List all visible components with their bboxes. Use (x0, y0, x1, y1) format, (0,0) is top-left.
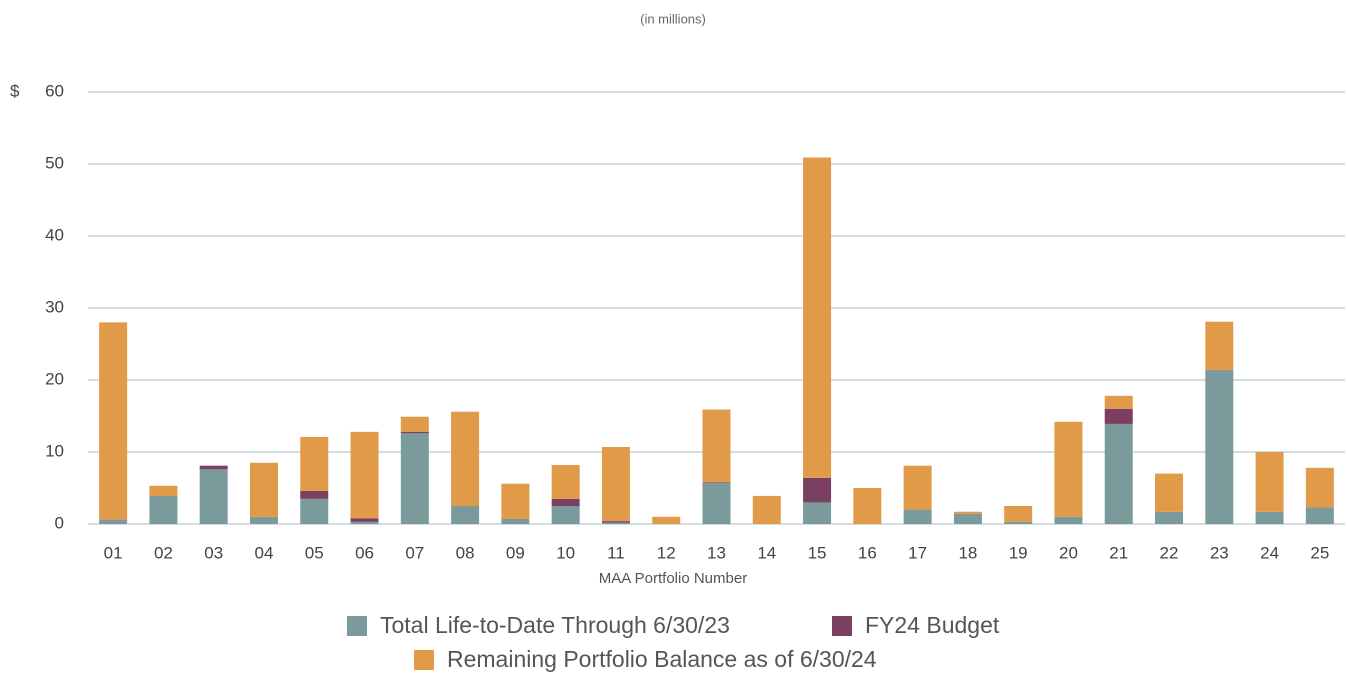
x-tick-label: 02 (154, 543, 173, 562)
x-tick-label: 06 (355, 543, 374, 562)
x-tick-label: 05 (305, 543, 324, 562)
bar-segment (1155, 511, 1184, 524)
bar-segment (400, 433, 429, 524)
x-tick-label: 13 (707, 543, 726, 562)
bar-segment (249, 462, 278, 517)
legend-label: Remaining Portfolio Balance as of 6/30/2… (447, 646, 877, 672)
x-tick-label: 15 (808, 543, 827, 562)
bar-segment (702, 482, 731, 483)
bar-segment (300, 490, 329, 499)
bar-segment (199, 469, 228, 524)
bar-segment (752, 495, 781, 524)
bar-segment (803, 477, 832, 503)
bar-segment (400, 431, 429, 434)
x-tick-label: 23 (1210, 543, 1229, 562)
x-tick-label: 12 (657, 543, 676, 562)
bar-segment (903, 509, 932, 524)
bar-segment (99, 322, 128, 520)
bar-segment (1104, 408, 1133, 424)
x-tick-label: 04 (255, 543, 274, 562)
bar-segment (1305, 507, 1334, 524)
bar-segment (601, 522, 630, 524)
bar-segment (953, 513, 982, 524)
bar-segment (551, 498, 580, 506)
bar-segment (803, 157, 832, 478)
bar-segment (551, 464, 580, 499)
bar-segment (1205, 369, 1234, 524)
legend-swatch (414, 650, 434, 670)
bar-segment (1155, 473, 1184, 512)
x-tick-label: 11 (607, 543, 625, 562)
bar-segment (350, 521, 379, 524)
y-tick-label: 30 (45, 297, 64, 316)
y-tick-label: 10 (45, 441, 64, 460)
bar-segment (300, 436, 329, 491)
bar-segment (903, 465, 932, 510)
bar-segment (702, 482, 731, 524)
x-tick-label: 24 (1260, 543, 1279, 562)
y-unit-label: $ (10, 81, 20, 100)
bar-segment (1305, 467, 1334, 508)
bar-segment (501, 483, 530, 519)
legend-swatch (832, 616, 852, 636)
bar-segment (300, 498, 329, 524)
bar-segment (953, 511, 982, 514)
chart-subtitle: (in millions) (640, 11, 706, 26)
bar-segment (1104, 395, 1133, 409)
bar-segment (803, 502, 832, 524)
y-tick-label: 40 (45, 225, 64, 244)
x-tick-label: 01 (104, 543, 123, 562)
bar-segment (601, 521, 630, 523)
y-tick-label: 50 (45, 153, 64, 172)
x-axis-label: MAA Portfolio Number (599, 570, 747, 587)
bar-segment (1054, 421, 1083, 517)
x-tick-label: 21 (1109, 543, 1128, 562)
bar-segment (249, 516, 278, 524)
bar-segment (451, 506, 480, 524)
bar-segment (501, 518, 530, 524)
y-tick-label: 0 (55, 513, 64, 532)
x-tick-label: 10 (556, 543, 575, 562)
legend-label: Total Life-to-Date Through 6/30/23 (380, 612, 730, 638)
x-tick-label: 08 (456, 543, 475, 562)
bar-segment (199, 465, 228, 470)
bar-segment (350, 431, 379, 519)
bar-segment (1104, 423, 1133, 524)
bar-segment (400, 416, 429, 432)
bar-segment (1255, 511, 1284, 524)
bar-segment (652, 516, 681, 524)
x-tick-label: 20 (1059, 543, 1078, 562)
x-tick-label: 25 (1310, 543, 1329, 562)
x-tick-label: 22 (1160, 543, 1179, 562)
bar-segment (451, 411, 480, 506)
bar-segment (1004, 506, 1033, 522)
bar-segment (1004, 521, 1033, 524)
x-tick-label: 09 (506, 543, 525, 562)
y-tick-label: 60 (45, 81, 64, 100)
bar-segment (1255, 452, 1284, 512)
x-tick-label: 17 (908, 543, 927, 562)
bar-segment (601, 446, 630, 522)
bar-segment (149, 495, 178, 524)
x-tick-label: 03 (204, 543, 223, 562)
x-tick-label: 14 (757, 543, 776, 562)
bar-segment (702, 409, 731, 483)
bar-segment (99, 519, 128, 524)
x-tick-label: 19 (1009, 543, 1028, 562)
bar-segment (1205, 321, 1234, 370)
bar-segment (551, 506, 580, 524)
x-tick-label: 07 (405, 543, 424, 562)
legend-swatch (347, 616, 367, 636)
bar-segment (1054, 516, 1083, 524)
y-tick-label: 20 (45, 369, 64, 388)
bar-segment (149, 485, 178, 496)
bar-segment (853, 488, 882, 524)
x-tick-label: 18 (958, 543, 977, 562)
bar-segment (350, 518, 379, 522)
legend-label: FY24 Budget (865, 612, 1000, 638)
x-tick-label: 16 (858, 543, 877, 562)
